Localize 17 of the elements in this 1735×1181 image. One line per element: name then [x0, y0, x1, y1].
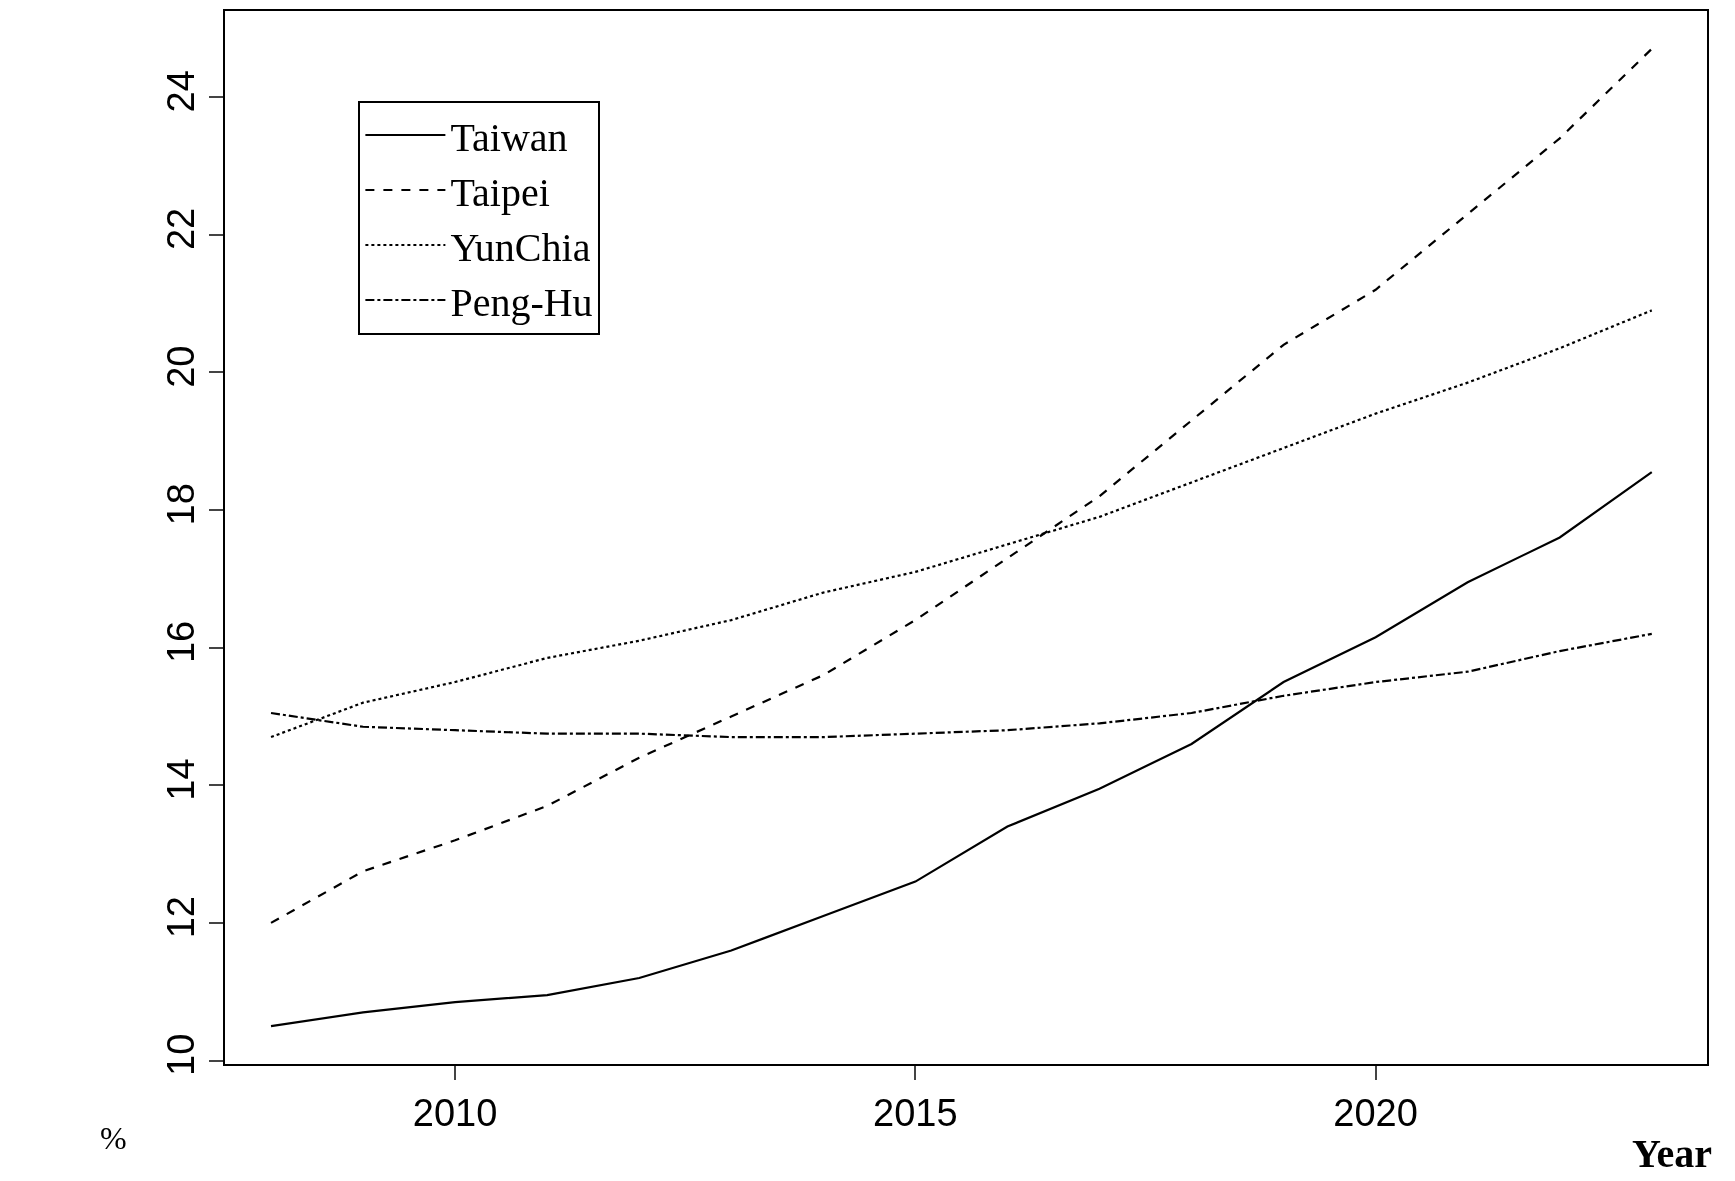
legend-label: Taipei [450, 169, 550, 215]
y-tick-label: 20 [159, 345, 202, 388]
x-axis-title: Year [1632, 1131, 1712, 1176]
legend-label: YunChia [450, 224, 591, 270]
y-tick-label: 10 [159, 1033, 202, 1076]
y-tick-label: 14 [159, 758, 202, 801]
y-tick-label: 22 [159, 207, 202, 251]
legend-label: Peng-Hu [450, 279, 593, 325]
x-tick-label: 2020 [1333, 1091, 1418, 1134]
x-tick-label: 2015 [873, 1091, 958, 1134]
legend-label: Taiwan [450, 114, 568, 160]
y-tick-label: 12 [159, 896, 202, 939]
y-tick-label: 24 [159, 70, 202, 113]
x-tick-label: 2010 [412, 1091, 498, 1134]
y-axis-title: % [100, 1120, 127, 1156]
y-tick-label: 18 [159, 483, 202, 526]
y-tick-label: 16 [159, 620, 202, 664]
